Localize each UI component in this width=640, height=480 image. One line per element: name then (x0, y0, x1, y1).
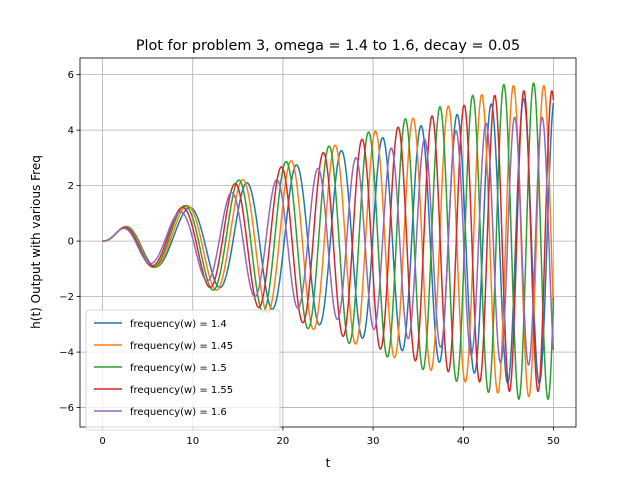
x-tick-label: 0 (99, 436, 105, 447)
legend-box (85, 309, 281, 431)
y-tick-label: −4 (59, 348, 74, 359)
legend-entry: frequency(w) = 1.4 (130, 319, 227, 330)
y-tick-label: 4 (68, 126, 74, 137)
x-tick-label: 40 (457, 436, 470, 447)
x-tick-label: 50 (547, 436, 560, 447)
chart-title: Plot for problem 3, omega = 1.4 to 1.6, … (136, 38, 520, 54)
series-line (102, 84, 555, 398)
legend-entry: frequency(w) = 1.5 (130, 363, 227, 374)
legend-entry: frequency(w) = 1.6 (130, 407, 227, 418)
series-line (102, 82, 555, 400)
series-line (102, 98, 555, 385)
y-tick-label: −2 (59, 292, 74, 303)
legend-entry: frequency(w) = 1.55 (130, 385, 233, 396)
plot-area-frame (79, 57, 577, 428)
x-tick-label: 10 (186, 436, 199, 447)
series-line (102, 116, 555, 366)
y-tick-label: 2 (68, 181, 74, 192)
legend-entry: frequency(w) = 1.45 (130, 341, 233, 352)
x-tick-label: 20 (277, 436, 290, 447)
y-axis-label: h(t) Output with various Freq (29, 155, 43, 329)
series-line (102, 90, 555, 393)
legend: frequency(w) = 1.4 frequency(w) = 1.45 fre… (85, 309, 281, 431)
plot-lines (102, 82, 555, 400)
y-tick-label: 0 (68, 237, 74, 248)
y-tick-label: 6 (68, 70, 74, 81)
x-tick-label: 30 (367, 436, 380, 447)
y-tick-label: −6 (59, 403, 74, 414)
x-axis-label: t (326, 456, 331, 470)
y-axis-ticks: −6 −4 −2 0 2 4 6 (59, 70, 80, 414)
